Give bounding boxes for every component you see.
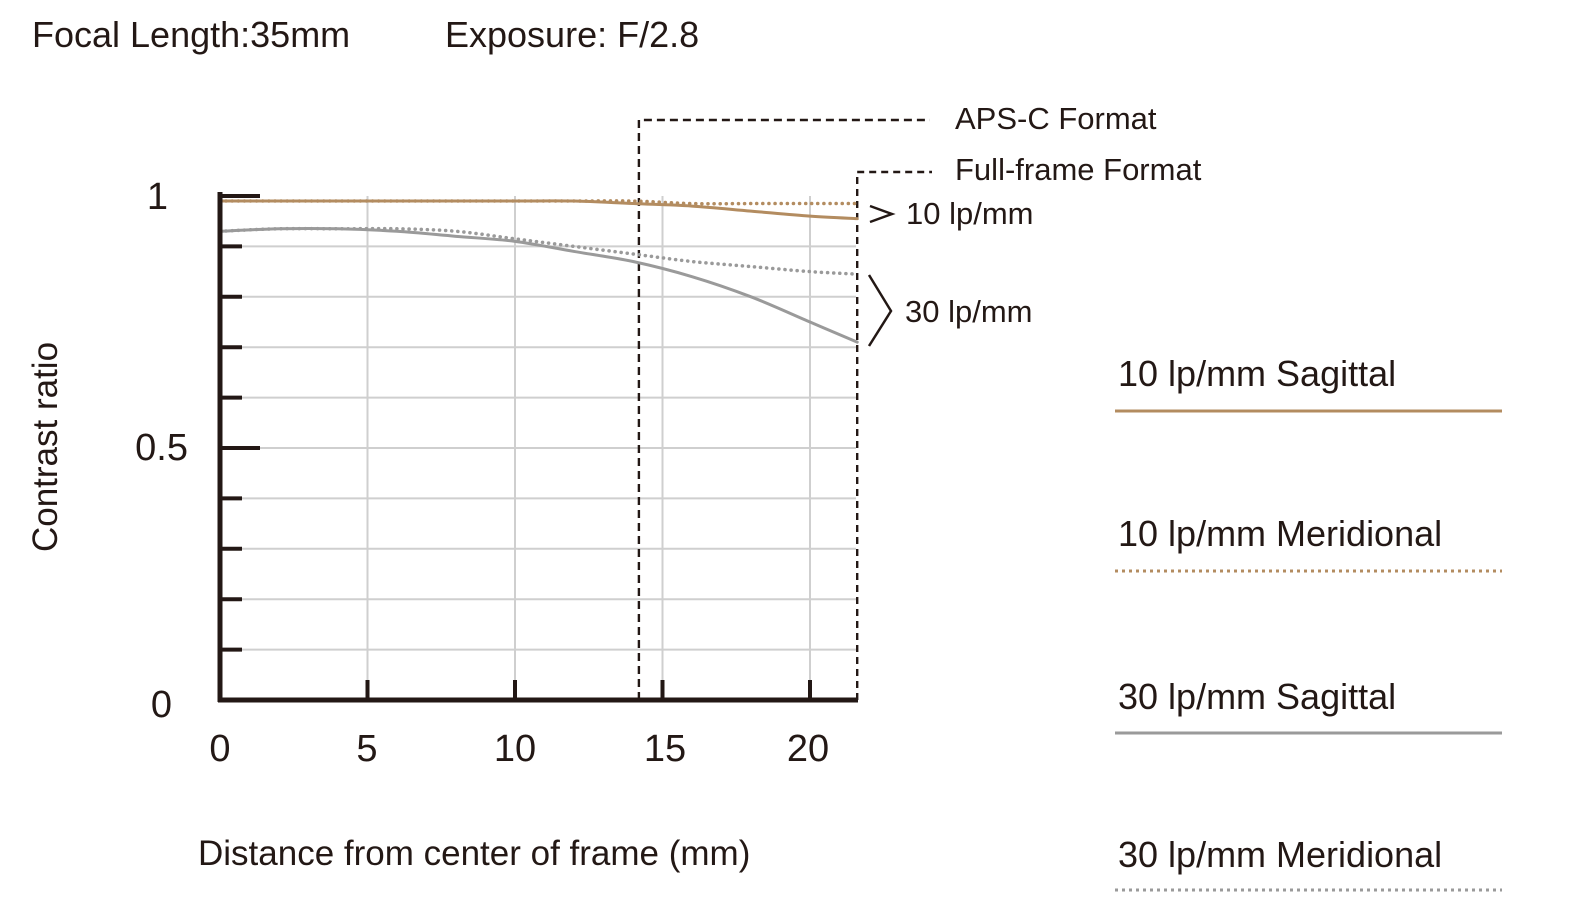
apsc-format-label: APS-C Format: [955, 101, 1157, 136]
legend-label-30-sagittal: 30 lp/mm Sagittal: [1118, 676, 1397, 717]
exposure-label: Exposure: F/2.8: [445, 14, 700, 55]
y-axis-label: Contrast ratio: [26, 341, 65, 553]
apsc-format-line: [637, 118, 930, 700]
focal-length-label: Focal Length:35mm: [32, 14, 351, 55]
x-tick-label: 20: [786, 728, 830, 770]
legend-label-10-meridional: 10 lp/mm Meridional: [1118, 513, 1443, 554]
x-tick-label: 10: [493, 728, 537, 770]
fullframe-format-label: Full-frame Format: [955, 152, 1202, 187]
freq-label-10: 10 lp/mm: [906, 196, 1034, 231]
x-tick-label: 15: [643, 728, 687, 770]
curve-10-meridional: [218, 199, 859, 206]
axes: [217, 192, 896, 703]
mtf-curves: [218, 199, 859, 344]
x-axis-label: Distance from center of frame (mm): [198, 834, 751, 873]
bracket-10-icon: [869, 204, 896, 224]
legend-lines: [1115, 409, 1502, 892]
freq-label-30: 30 lp/mm: [905, 294, 1033, 329]
y-tick-label: 0.5: [135, 427, 188, 469]
format-lines: [637, 118, 932, 700]
legend-label-30-meridional: 30 lp/mm Meridional: [1118, 834, 1443, 875]
grid: [220, 196, 856, 700]
x-tick-label: 0: [209, 728, 231, 770]
legend-label-10-sagittal: 10 lp/mm Sagittal: [1118, 353, 1397, 394]
x-tick-label: 5: [356, 728, 378, 770]
bracket-30-icon: [867, 274, 893, 347]
fullframe-format-line: [856, 170, 932, 700]
y-tick-label: 0: [150, 684, 172, 726]
curve-30-meridional: [218, 226, 859, 276]
y-tick-label: 1: [146, 176, 168, 218]
